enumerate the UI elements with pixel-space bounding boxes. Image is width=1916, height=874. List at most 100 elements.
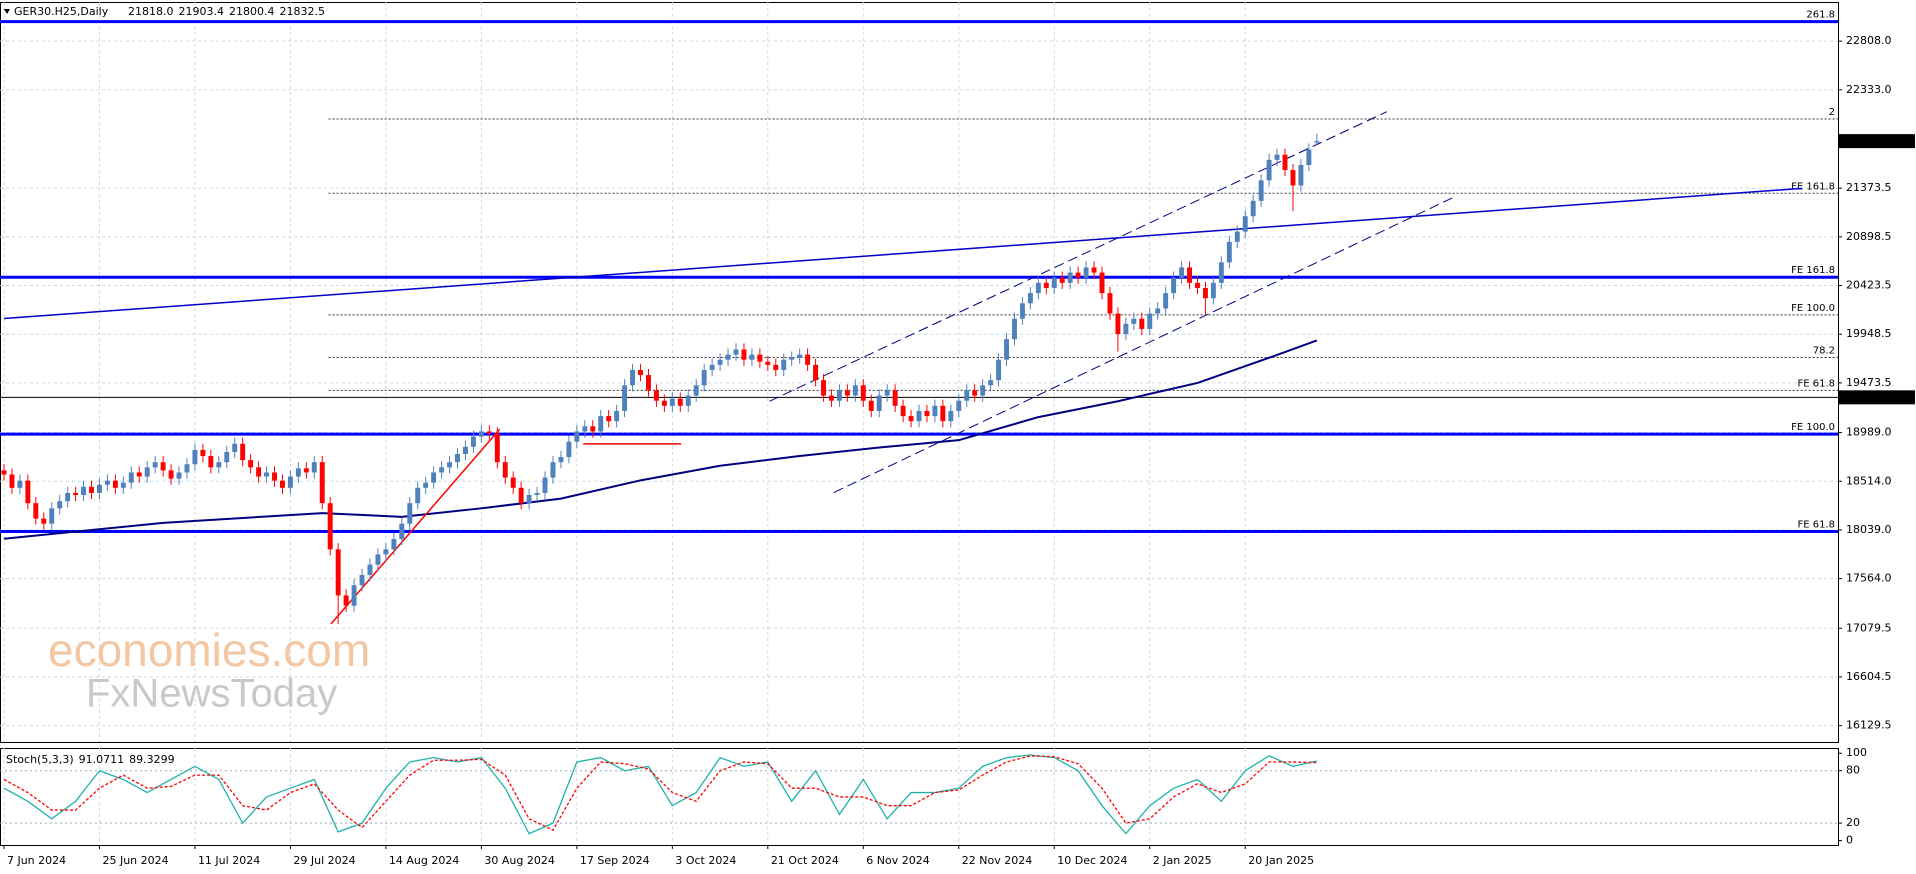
candle-body xyxy=(677,398,683,406)
candle-body xyxy=(120,482,126,488)
candle-body xyxy=(1258,180,1264,201)
candle-body xyxy=(375,554,381,565)
candle-body xyxy=(1250,200,1256,217)
indicator-value: 89.3299 xyxy=(129,753,175,766)
candle-body xyxy=(805,354,811,365)
candle-body xyxy=(518,487,524,504)
candle-body xyxy=(1012,318,1017,340)
candle-body xyxy=(311,462,317,473)
candle-body xyxy=(1075,272,1081,278)
candle-body xyxy=(303,468,309,473)
candle-body xyxy=(33,503,39,519)
candle-body xyxy=(924,410,930,417)
candle-body xyxy=(319,462,325,504)
candle-body xyxy=(765,361,771,365)
price-box xyxy=(1839,134,1915,149)
y-tick-label: 16604.5 xyxy=(1846,670,1892,683)
level-label: FE 61.8 xyxy=(1797,519,1835,530)
candle-body xyxy=(1282,154,1288,171)
candle-body xyxy=(1019,303,1025,319)
candle-body xyxy=(176,472,182,479)
candle-body xyxy=(988,380,994,386)
indicator-line xyxy=(3,755,1317,831)
indicator-line xyxy=(3,754,1317,835)
candle-body xyxy=(566,441,572,458)
level-label: FE 100.0 xyxy=(1791,303,1835,314)
candle-body xyxy=(661,400,667,406)
candle-body xyxy=(1226,241,1232,263)
y-tick-label: 22808.0 xyxy=(1846,34,1892,47)
candle-body xyxy=(741,349,747,360)
candle-body xyxy=(781,359,787,370)
candle-body xyxy=(1131,318,1137,324)
candle-body xyxy=(463,446,468,454)
x-tick-label: 20 Jan 2025 xyxy=(1248,854,1314,867)
x-tick-label: 11 Jul 2024 xyxy=(198,854,260,867)
candle-body xyxy=(1179,267,1185,278)
price-box-label: 19332.7 xyxy=(1846,390,1892,403)
candle-body xyxy=(287,476,293,488)
candle-body xyxy=(1155,308,1161,314)
candle-body xyxy=(49,508,55,524)
candle-body xyxy=(1290,170,1296,186)
candle-body xyxy=(391,539,397,550)
candle-body xyxy=(653,390,659,401)
candle-body xyxy=(1091,267,1097,273)
candle-body xyxy=(622,385,628,411)
candle-body xyxy=(590,426,596,432)
candle-body xyxy=(980,385,986,396)
candle-body xyxy=(1274,154,1280,160)
y-tick-label: 17564.0 xyxy=(1846,572,1892,585)
level-label: FE 161.8 xyxy=(1791,181,1835,192)
candle-body xyxy=(136,472,142,477)
candle-body xyxy=(192,449,198,465)
indicator-tick-label: 20 xyxy=(1846,816,1860,829)
candle-body xyxy=(709,364,715,370)
plot: 261.8 FE 161.8 FE 100.0 FE 61.8 2 FE 161.8 FE … xyxy=(0,10,1838,625)
candle-body xyxy=(447,462,453,468)
x-tick-label: 14 Aug 2024 xyxy=(389,854,459,867)
candle-body xyxy=(558,457,564,463)
header-value: 21832.5 xyxy=(280,5,326,18)
candle-body xyxy=(972,390,978,396)
candle-body xyxy=(646,375,651,391)
candle-body xyxy=(1298,164,1304,186)
y-tick-label: 22333.0 xyxy=(1846,83,1892,96)
y-tick-label: 19473.5 xyxy=(1846,376,1892,389)
candle-body xyxy=(383,549,389,555)
header-value: 21903.4 xyxy=(179,5,225,18)
candle-body xyxy=(916,410,922,422)
y-tick-label: 18039.0 xyxy=(1846,523,1892,536)
y-tick-label: 20898.5 xyxy=(1846,230,1892,243)
candle-body xyxy=(494,433,500,463)
level-label: 261.8 xyxy=(1806,10,1835,21)
x-tick-label: 22 Nov 2024 xyxy=(962,854,1032,867)
candle-body xyxy=(264,472,270,477)
candle-body xyxy=(908,416,914,422)
candle-body xyxy=(821,380,826,396)
candle-body xyxy=(152,462,158,468)
x-tick-label: 29 Jul 2024 xyxy=(293,854,355,867)
candle-body xyxy=(749,354,755,360)
x-tick-label: 30 Aug 2024 xyxy=(484,854,554,867)
candle-body xyxy=(852,385,858,396)
trend-line xyxy=(330,428,501,625)
candle-body xyxy=(606,416,612,422)
trend-line xyxy=(769,111,1388,402)
candle-body xyxy=(789,357,795,360)
candle-body xyxy=(884,390,890,396)
candle-body xyxy=(1314,141,1320,143)
candle-body xyxy=(638,369,643,376)
candle-body xyxy=(248,460,254,468)
candle-body xyxy=(598,416,604,432)
candle-body xyxy=(1027,293,1033,304)
candle-body xyxy=(431,472,437,483)
candle-body xyxy=(455,453,460,463)
candle-body xyxy=(1,470,7,475)
candle-body xyxy=(860,385,866,401)
candle-body xyxy=(144,467,150,477)
y-tick-label: 20423.5 xyxy=(1846,279,1892,292)
candle-body xyxy=(216,462,222,468)
candle-body xyxy=(399,523,405,540)
